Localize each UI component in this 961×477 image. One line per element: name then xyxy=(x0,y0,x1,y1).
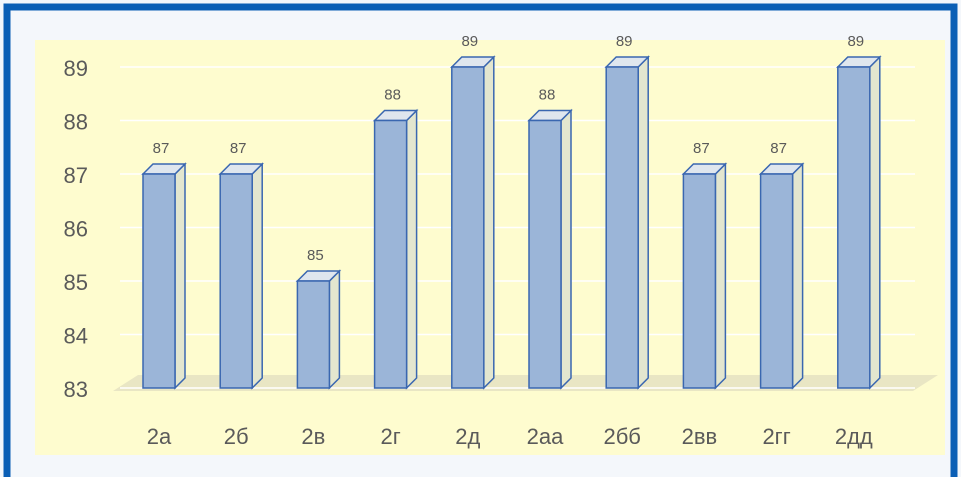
value-label: 89 xyxy=(616,33,633,50)
value-label: 87 xyxy=(230,140,247,157)
bar xyxy=(141,162,187,390)
y-tick-label: 84 xyxy=(64,323,88,348)
value-label: 85 xyxy=(307,247,324,264)
bar xyxy=(218,162,265,390)
y-tick-label: 89 xyxy=(64,56,88,81)
bar-front xyxy=(142,173,176,389)
x-tick-label: 2аа xyxy=(527,424,564,449)
bar-front xyxy=(837,66,871,389)
x-tick-label: 2вв xyxy=(682,424,718,449)
value-label: 87 xyxy=(770,140,787,157)
x-tick-label: 2д xyxy=(455,424,480,449)
bar-side xyxy=(328,269,341,390)
x-tick-label: 2дд xyxy=(835,424,873,449)
value-label: 88 xyxy=(384,86,401,103)
bar xyxy=(295,269,342,390)
bar-side xyxy=(637,55,649,390)
bar-side xyxy=(174,162,186,390)
value-label: 89 xyxy=(847,33,864,50)
bar-front xyxy=(451,66,485,389)
bar-front xyxy=(528,119,562,389)
bar-side xyxy=(714,162,727,390)
value-label: 89 xyxy=(461,33,478,50)
x-tick-label: 2в xyxy=(301,424,325,449)
bar xyxy=(449,55,496,390)
frame xyxy=(3,3,958,477)
bar-front xyxy=(759,173,794,389)
x-tick-label: 2бб xyxy=(603,424,640,449)
bar xyxy=(527,108,573,390)
y-tick-label: 87 xyxy=(64,163,88,188)
bar-front xyxy=(296,280,331,389)
bar-front xyxy=(373,119,408,389)
y-tick-label: 83 xyxy=(64,377,88,402)
y-tick-label: 88 xyxy=(64,109,88,134)
bar-side xyxy=(560,108,572,390)
bar-side xyxy=(483,55,495,390)
x-tick-label: 2б xyxy=(224,424,249,449)
bar xyxy=(681,162,728,390)
bar xyxy=(758,162,805,390)
value-label: 87 xyxy=(693,140,710,157)
bar xyxy=(372,108,419,390)
bar-side xyxy=(405,108,418,390)
bar-front xyxy=(219,173,253,389)
value-label: 87 xyxy=(153,140,170,157)
x-tick-label: 2гг xyxy=(762,424,790,449)
y-tick-label: 85 xyxy=(64,270,88,295)
bar-side xyxy=(869,55,881,390)
bar-front xyxy=(682,173,717,389)
value-label: 88 xyxy=(539,86,556,103)
bar-side xyxy=(791,162,804,390)
bar xyxy=(604,55,651,390)
y-tick-label: 86 xyxy=(64,216,88,241)
x-tick-label: 2г xyxy=(380,424,400,449)
x-tick-label: 2а xyxy=(147,424,172,449)
bar-side xyxy=(251,162,263,390)
bar xyxy=(835,55,882,390)
bar-front xyxy=(605,66,639,389)
